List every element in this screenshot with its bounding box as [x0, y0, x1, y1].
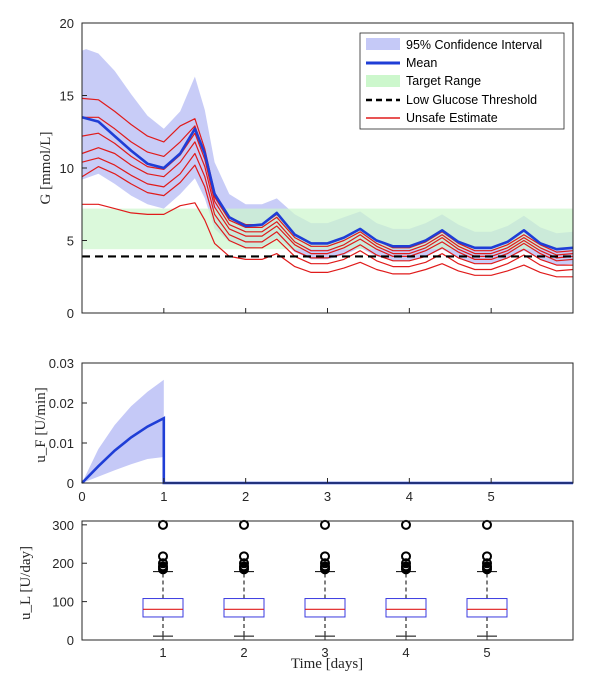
box-outlier: [158, 561, 168, 572]
glucose-ytick-label: 10: [60, 161, 74, 176]
glucose-ytick-label: 20: [60, 16, 74, 31]
long-acting-ytick-label: 100: [52, 595, 74, 610]
unsafe-estimate-line-6: [82, 116, 574, 256]
feedforward-xtick-label: 4: [406, 489, 413, 504]
box-iqr: [142, 598, 184, 618]
unsafe-estimate-line-4: [81, 141, 574, 262]
feedforward-ytick-label: 0.01: [49, 436, 74, 451]
legend-target-swatch: [366, 75, 400, 87]
box-outlier: [239, 558, 249, 569]
box-iqr: [304, 598, 346, 618]
long-acting-ytick-label: 200: [52, 556, 74, 571]
box-outlier: [239, 519, 249, 530]
glucose-ytick-label: 5: [67, 234, 74, 249]
glucose-ytick-label: 0: [67, 306, 74, 321]
unsafe-estimate-line-3: [81, 152, 573, 266]
box-outlier: [158, 558, 168, 569]
unsafe-estimate-line-2: [81, 164, 574, 272]
long-acting-panel: 0 100 200 300 1 2 3 4 5 u_L [U/day] Time [days]: [18, 518, 574, 672]
long-acting-xtick-label: 5: [483, 645, 490, 660]
glucose-panel: 0 5 10 15 20 G [mmol/L] 95% Confidence Inter…: [38, 16, 574, 321]
box-outlier: [482, 558, 492, 569]
feedforward-ytick-label: 0.02: [49, 396, 74, 411]
legend-mean-label: Mean: [406, 56, 437, 70]
box-outlier: [320, 558, 330, 569]
box-outlier: [239, 551, 249, 562]
glucose-ytick-label: 15: [60, 89, 74, 104]
box-outlier: [320, 561, 330, 572]
box-outlier: [482, 519, 492, 530]
feedforward-ylabel: u_F [U/min]: [33, 387, 49, 462]
feedforward-ytick-label: 0: [67, 476, 74, 491]
long-acting-xtick-label: 2: [240, 645, 247, 660]
long-acting-axes-box: [81, 520, 574, 641]
long-acting-ytick-label: 300: [52, 518, 74, 533]
box-outlier: [401, 558, 411, 569]
box-outlier: [320, 519, 330, 530]
feedforward-xtick-label: 3: [324, 489, 331, 504]
long-acting-ylabel: u_L [U/day]: [18, 546, 34, 620]
box-outlier: [482, 561, 492, 572]
legend: 95% Confidence Interval Mean Target Rang…: [359, 32, 565, 130]
box-outlier: [158, 551, 168, 562]
glucose-ylabel: G [mmol/L]: [38, 132, 54, 205]
box-outlier: [320, 551, 330, 562]
time-xlabel: Time [days]: [291, 656, 363, 672]
box-outlier: [401, 551, 411, 562]
legend-ci-label: 95% Confidence Interval: [406, 38, 542, 52]
glucose-mean-line: [81, 116, 574, 251]
box-iqr: [385, 598, 427, 618]
long-acting-xtick-label: 3: [321, 645, 328, 660]
box-outlier: [401, 519, 411, 530]
feedforward-mean-line: [81, 416, 573, 485]
box-outlier: [482, 551, 492, 562]
unsafe-estimate-line-1: [82, 202, 573, 278]
box-outlier: [401, 561, 411, 572]
long-acting-ytick-label: 0: [67, 633, 74, 648]
feedforward-ci-band: [82, 379, 164, 483]
box-outlier: [158, 519, 168, 530]
box-outlier: [239, 561, 249, 572]
feedforward-xtick-label: 5: [488, 489, 495, 504]
legend-target-label: Target Range: [406, 74, 481, 88]
long-acting-xtick-label: 4: [402, 645, 409, 660]
feedforward-xtick-label: 0: [78, 489, 85, 504]
feedforward-ytick-label: 0.03: [49, 356, 74, 371]
box-iqr: [223, 598, 265, 618]
box-iqr: [466, 598, 508, 618]
long-acting-xtick-label: 1: [159, 645, 166, 660]
legend-low-label: Low Glucose Threshold: [406, 93, 537, 107]
feedforward-xtick-label: 2: [242, 489, 249, 504]
legend-unsafe-label: Unsafe Estimate: [406, 111, 498, 125]
feedforward-xtick-label: 1: [160, 489, 167, 504]
legend-ci-swatch: [366, 38, 400, 50]
feedforward-panel: 0 0.01 0.02 0.03 0 1 2 3 4 5 u_F [U/min]: [33, 356, 574, 504]
